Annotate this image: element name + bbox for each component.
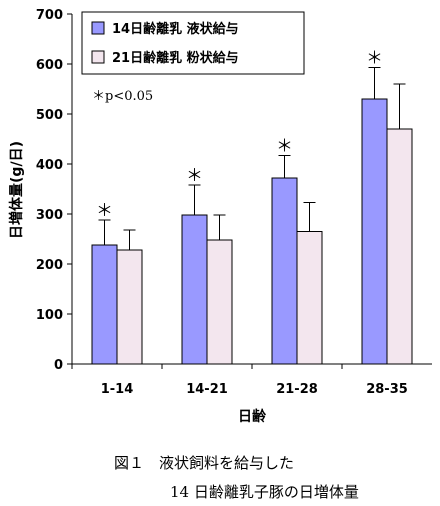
x-tick-label-21-28: 21-28 — [276, 382, 318, 397]
y-tick-label-300: 300 — [36, 208, 63, 223]
bar-s2-14-21 — [206, 239, 233, 365]
y-tick-label-400: 400 — [36, 158, 63, 173]
bar-s2-28-35 — [386, 128, 413, 365]
y-axis-title: 日増体量(g/日) — [8, 141, 25, 239]
x-tick-label-14-21: 14-21 — [186, 382, 228, 397]
legend: 14日齢離乳 液状給与 21日齢離乳 粉状給与 — [81, 11, 305, 75]
bar-s2-1-14 — [116, 249, 143, 365]
y-tick-label-0: 0 — [54, 358, 63, 373]
x-axis: 1-14 14-21 21-28 28-35 — [71, 363, 432, 397]
figure-caption-line1: 図１ 液状飼料を給与した — [114, 454, 295, 472]
significance-marker-21-28: ＊ — [276, 137, 293, 157]
bar-s1-14-21 — [181, 214, 208, 365]
significance-note: ＊p<0.05 — [92, 89, 153, 104]
y-tick-label-200: 200 — [36, 258, 63, 273]
significance-marker-28-35: ＊ — [366, 49, 383, 69]
significance-marker-1-14: ＊ — [96, 201, 113, 221]
legend-swatch-14day — [91, 21, 105, 35]
x-axis-title: 日齢 — [238, 408, 267, 425]
figure-caption-line2: 14 日齢離乳子豚の日増体量 — [170, 483, 359, 501]
legend-swatch-21day — [91, 50, 105, 64]
legend-label-14day: 14日齢離乳 液状給与 — [112, 21, 239, 37]
bar-s1-1-14 — [91, 244, 118, 365]
bar-chart: 0 100 200 300 400 500 600 700 ＊ ＊ ＊ ＊ 1-14 14-21 21-… — [8, 8, 432, 425]
bars: ＊ ＊ ＊ ＊ — [91, 49, 413, 365]
x-tick-label-28-35: 28-35 — [366, 382, 408, 397]
y-tick-label-700: 700 — [36, 8, 63, 23]
y-axis: 0 100 200 300 400 500 600 700 — [36, 8, 73, 373]
y-tick-label-100: 100 — [36, 308, 63, 323]
significance-marker-14-21: ＊ — [186, 166, 203, 186]
x-tick-label-1-14: 1-14 — [101, 382, 134, 397]
bar-s2-21-28 — [296, 231, 323, 365]
y-tick-label-600: 600 — [36, 58, 63, 73]
bar-s1-28-35 — [361, 98, 388, 365]
legend-label-21day: 21日齢離乳 粉状給与 — [112, 50, 239, 66]
y-tick-label-500: 500 — [36, 108, 63, 123]
bar-s1-21-28 — [271, 177, 298, 365]
